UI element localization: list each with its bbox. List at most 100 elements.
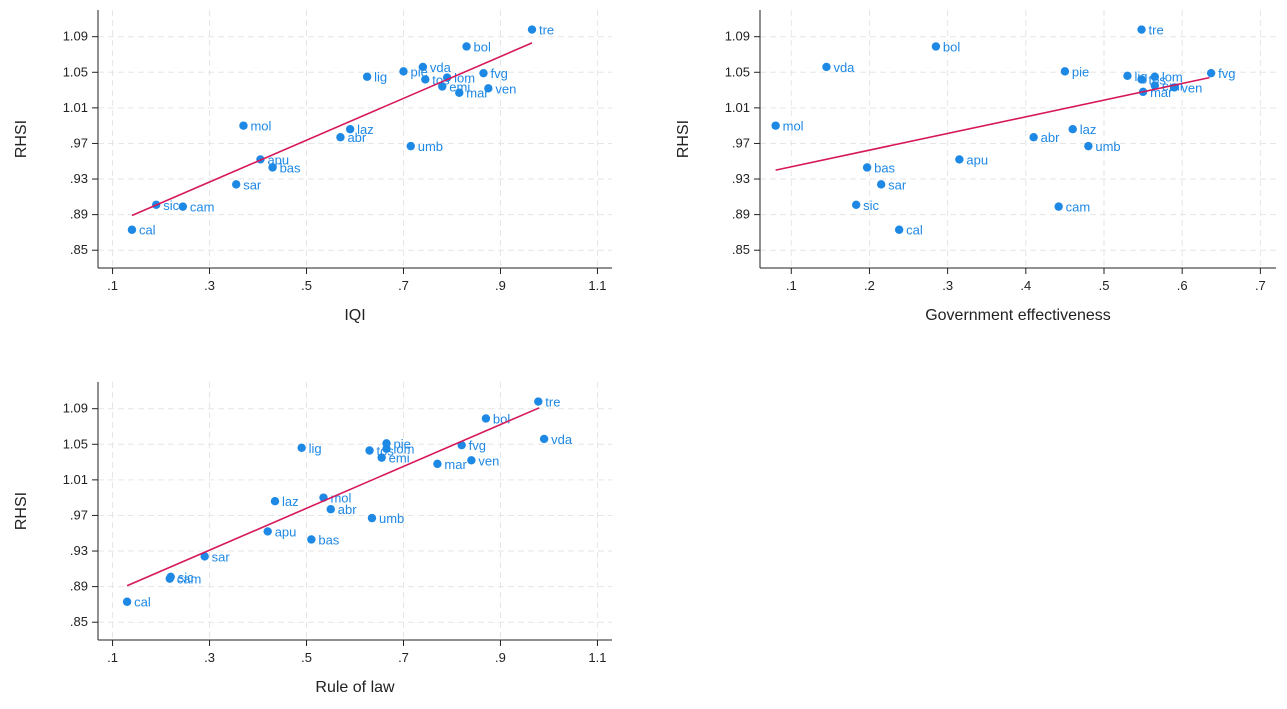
data-point: [822, 62, 831, 72]
x-tick-label: .6: [1177, 278, 1188, 293]
x-tick-label: .2: [864, 278, 875, 293]
chart-panel-1: .85 .89 .93 .97 1.01 1.05 1.09 .1 .3 .5 .7 .9 1.1 IQI…: [13, 10, 612, 324]
data-point-label: sar: [888, 177, 907, 192]
data-point-label: vda: [551, 432, 573, 447]
data-point: [1054, 202, 1063, 211]
y-tick-label: 1.01: [63, 472, 88, 487]
data-point-label: sic: [178, 570, 194, 585]
data-point-label: sic: [163, 198, 179, 213]
x-tick-label: .9: [495, 278, 506, 293]
data-point: [481, 414, 491, 423]
fit-line: [131, 42, 533, 217]
x-tick-label: .3: [942, 278, 953, 293]
y-tick-label: .85: [70, 614, 88, 629]
data-point-label: lig: [309, 441, 322, 456]
data-point: [365, 446, 374, 455]
data-point-label: tre: [545, 395, 560, 410]
x-tick-label: .1: [107, 650, 118, 665]
data-point-label: fvg: [1218, 66, 1235, 81]
chart-panel-3: .85 .89 .93 .97 1.01 1.05 1.09 .1 .3 .5 .7 .9 1.1 Rul…: [13, 382, 612, 696]
data-point-label: ven: [1181, 80, 1202, 95]
data-point-label: vda: [430, 60, 452, 75]
data-point-label: cal: [134, 595, 151, 610]
data-point: [200, 552, 209, 561]
x-tick-label: .4: [1020, 278, 1031, 293]
y-tick-label: .89: [70, 207, 88, 222]
data-point-label: mar: [466, 86, 489, 101]
y-tick-label: 1.09: [63, 401, 88, 416]
data-point-label: sar: [243, 177, 262, 192]
data-point: [231, 180, 241, 189]
data-point-label: abr: [1041, 130, 1060, 145]
data-point: [377, 453, 386, 462]
data-point-label: laz: [357, 122, 374, 137]
data-point: [931, 42, 941, 51]
y-tick-label: .93: [732, 171, 750, 186]
x-tick-label: .7: [398, 650, 409, 665]
data-point: [239, 121, 248, 130]
y-axis-title: RHSI: [13, 120, 30, 158]
x-tick-label: .1: [107, 278, 118, 293]
data-point: [455, 88, 464, 97]
data-point: [955, 155, 964, 164]
data-point-label: umb: [1095, 139, 1120, 154]
data-point: [421, 75, 430, 84]
data-point: [484, 84, 493, 93]
data-point-label: ven: [478, 453, 499, 468]
data-point-label: umb: [418, 139, 443, 154]
y-tick-label: .89: [732, 207, 750, 222]
data-point-label: mol: [330, 491, 351, 506]
fit-line: [126, 407, 540, 587]
data-point-label: mol: [783, 119, 804, 134]
data-point-label: apu: [966, 152, 988, 167]
data-point-label: bas: [318, 532, 339, 547]
data-point-label: cam: [1066, 200, 1091, 215]
data-point: [263, 527, 272, 536]
data-point-label: pie: [394, 436, 411, 451]
data-point: [326, 505, 335, 514]
data-point: [367, 513, 377, 523]
data-point: [539, 434, 549, 444]
data-point: [467, 456, 476, 465]
y-tick-label: .93: [70, 171, 88, 186]
data-point: [1084, 141, 1093, 151]
y-axis-title: RHSI: [13, 492, 30, 530]
x-axis-title: Rule of law: [315, 679, 395, 696]
data-point: [1137, 75, 1146, 84]
data-point: [1150, 81, 1160, 90]
data-point: [1060, 67, 1070, 76]
data-point: [433, 459, 442, 469]
x-tick-label: 1.1: [588, 650, 606, 665]
data-point: [1123, 71, 1132, 81]
x-tick-label: .7: [398, 278, 409, 293]
data-point: [876, 180, 886, 189]
data-point-label: laz: [282, 494, 299, 509]
y-tick-label: .85: [70, 242, 88, 257]
data-point: [894, 225, 904, 234]
data-point-label: cam: [177, 572, 202, 587]
y-tick-label: 1.09: [725, 29, 750, 44]
data-point-label: lom: [394, 442, 415, 457]
data-point: [438, 82, 447, 91]
y-tick-label: 1.09: [63, 29, 88, 44]
data-point-label: fvg: [469, 438, 486, 453]
y-tick-label: 1.05: [63, 64, 88, 79]
data-point-label: bas: [280, 160, 301, 175]
data-point: [165, 574, 174, 583]
data-point: [382, 444, 391, 453]
data-point: [127, 225, 137, 234]
x-axis-title: IQI: [344, 307, 365, 324]
y-tick-label: 1.01: [63, 100, 88, 115]
data-point: [527, 25, 537, 34]
data-point-label: ven: [495, 81, 516, 96]
x-tick-label: .1: [786, 278, 797, 293]
y-tick-label: 1.05: [63, 436, 88, 451]
data-point-label: sic: [863, 198, 879, 213]
data-point: [851, 200, 861, 210]
data-point-label: bas: [874, 160, 895, 175]
data-point-label: bol: [943, 39, 960, 54]
data-point-label: mar: [444, 457, 467, 472]
data-point: [862, 163, 872, 172]
data-point: [771, 121, 780, 130]
